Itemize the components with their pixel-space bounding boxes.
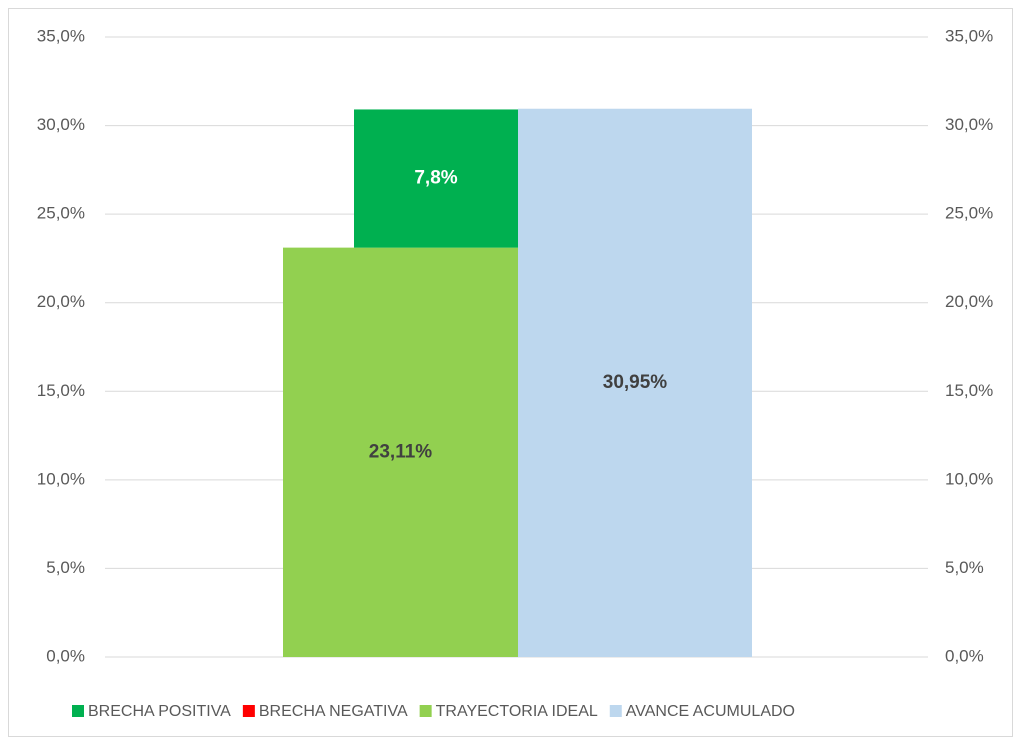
y-tick-label: 15,0%: [37, 381, 85, 400]
legend-swatch: [72, 705, 84, 717]
y2-tick-label: 0,0%: [945, 646, 984, 665]
legend-swatch: [242, 705, 255, 717]
y-tick-label: 5,0%: [46, 558, 85, 577]
y2-tick-label: 25,0%: [945, 204, 993, 223]
bar: [283, 247, 518, 657]
legend-swatch: [419, 705, 432, 717]
data-label: 30,95%: [603, 372, 668, 393]
data-label: 7,8%: [414, 168, 457, 189]
data-label: 23,11%: [369, 441, 432, 462]
y2-tick-label: 5,0%: [945, 558, 984, 577]
bar: [354, 109, 518, 248]
legend-label: TRAYECTORIA IDEAL: [436, 703, 598, 720]
legend-label: BRECHA POSITIVA: [88, 703, 231, 720]
y2-tick-label: 10,0%: [945, 469, 993, 488]
y-tick-label: 20,0%: [37, 292, 85, 311]
y-tick-label: 0,0%: [46, 646, 85, 665]
y2-tick-label: 35,0%: [945, 26, 993, 45]
y-tick-label: 30,0%: [37, 115, 85, 134]
y-tick-label: 35,0%: [37, 26, 85, 45]
legend-label: BRECHA NEGATIVA: [259, 703, 408, 720]
y-tick-label: 10,0%: [37, 469, 85, 488]
y2-tick-label: 30,0%: [945, 115, 993, 134]
y2-tick-label: 15,0%: [945, 381, 993, 400]
bar: [518, 108, 752, 657]
legend-swatch: [609, 705, 622, 717]
y-tick-label: 25,0%: [37, 204, 85, 223]
legend-label: AVANCE ACUMULADO: [626, 703, 795, 720]
y2-tick-label: 20,0%: [945, 292, 993, 311]
